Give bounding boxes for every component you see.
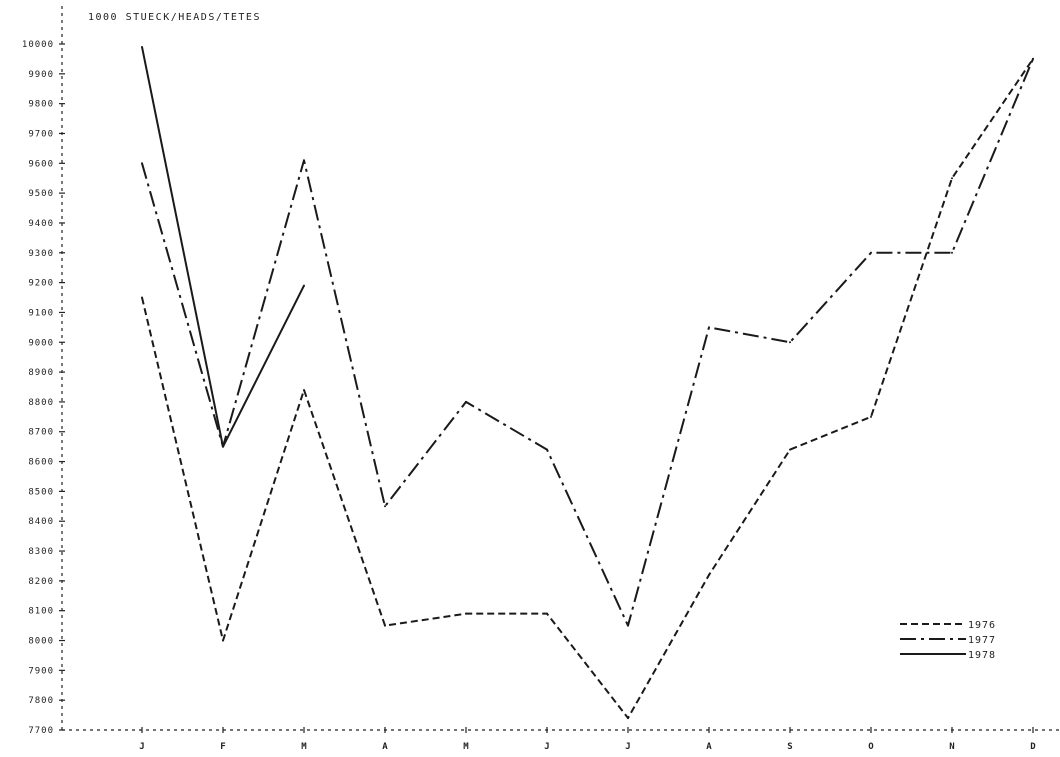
data-point [384, 505, 386, 508]
y-tick-label: 9500 [28, 189, 54, 199]
series-layer [141, 45, 1034, 720]
series-1978 [141, 45, 1034, 448]
data-point [789, 448, 791, 451]
axes [61, 6, 1060, 731]
legend: 1976 1977 1978 [900, 620, 996, 661]
data-point [303, 388, 305, 391]
data-point [627, 717, 629, 720]
x-tick-label: A [706, 742, 712, 752]
y-tick-label: 9700 [28, 129, 54, 139]
series-1976 [141, 57, 1034, 720]
y-tick-label: 9300 [28, 249, 54, 259]
data-point [303, 284, 305, 287]
y-tick-label: 10000 [22, 40, 54, 50]
legend-label: 1978 [968, 650, 996, 661]
data-point [789, 341, 791, 344]
y-tick-label: 8500 [28, 487, 54, 497]
series-line-1976 [141, 58, 1034, 720]
y-tick-label: 9600 [28, 159, 54, 169]
x-tick-label: J [139, 742, 144, 752]
y-tick-label: 8000 [28, 637, 54, 647]
x-tick-label: J [625, 742, 630, 752]
y-tick-label: 9900 [28, 70, 54, 80]
x-tick-label: N [949, 742, 954, 752]
data-point [141, 296, 143, 299]
data-point [141, 45, 143, 48]
y-tick-label: 8800 [28, 398, 54, 408]
y-tick-label: 9000 [28, 338, 54, 348]
data-point [951, 251, 953, 254]
data-point [1032, 57, 1034, 60]
data-point [465, 612, 467, 615]
legend-item: 1978 [900, 650, 996, 661]
data-point [222, 445, 224, 448]
x-tick-label: O [868, 742, 874, 752]
y-tick-label: 8700 [28, 428, 54, 438]
x-tick-label: J [544, 742, 549, 752]
y-tick-label: 7900 [28, 666, 54, 676]
x-tick-label: M [463, 742, 469, 752]
data-point [708, 573, 710, 576]
y-tick-label: 9200 [28, 279, 54, 289]
data-point [627, 624, 629, 627]
legend-item: 1976 [900, 620, 996, 631]
x-tick-label: F [220, 742, 225, 752]
legend-label: 1976 [968, 620, 996, 631]
data-point [870, 251, 872, 254]
x-tick-label: S [787, 742, 792, 752]
y-tick-label: 7800 [28, 696, 54, 706]
y-tick-label: 8300 [28, 547, 54, 557]
x-tick-label: D [1030, 742, 1036, 752]
series-line-1977 [141, 58, 1034, 627]
y-tick-label: 7700 [28, 726, 54, 736]
y-tick-label: 8900 [28, 368, 54, 378]
y-tick-label: 8400 [28, 517, 54, 527]
data-point [546, 448, 548, 451]
data-point [546, 612, 548, 615]
legend-item: 1977 [900, 635, 996, 646]
y-tick-labels: 7700 7800 7900 8000 8100 8200 8300 8400 8500 8600… [22, 40, 65, 736]
y-axis-label: 1000 STUECK/HEADS/TETES [88, 12, 261, 23]
data-point [951, 177, 953, 180]
x-tick-label: M [301, 742, 307, 752]
x-tick-label: A [382, 742, 388, 752]
data-point [708, 326, 710, 329]
y-tick-label: 8600 [28, 458, 54, 468]
y-tick-label: 9100 [28, 308, 54, 318]
legend-label: 1977 [968, 635, 996, 646]
data-point [465, 400, 467, 403]
y-tick-label: 8200 [28, 577, 54, 587]
y-tick-label: 9400 [28, 219, 54, 229]
y-tick-label: 9800 [28, 100, 54, 110]
y-tick-label: 8100 [28, 607, 54, 617]
data-point [870, 415, 872, 418]
data-point [303, 159, 305, 162]
data-point [384, 624, 386, 627]
data-point [222, 639, 224, 642]
data-point [141, 162, 143, 165]
